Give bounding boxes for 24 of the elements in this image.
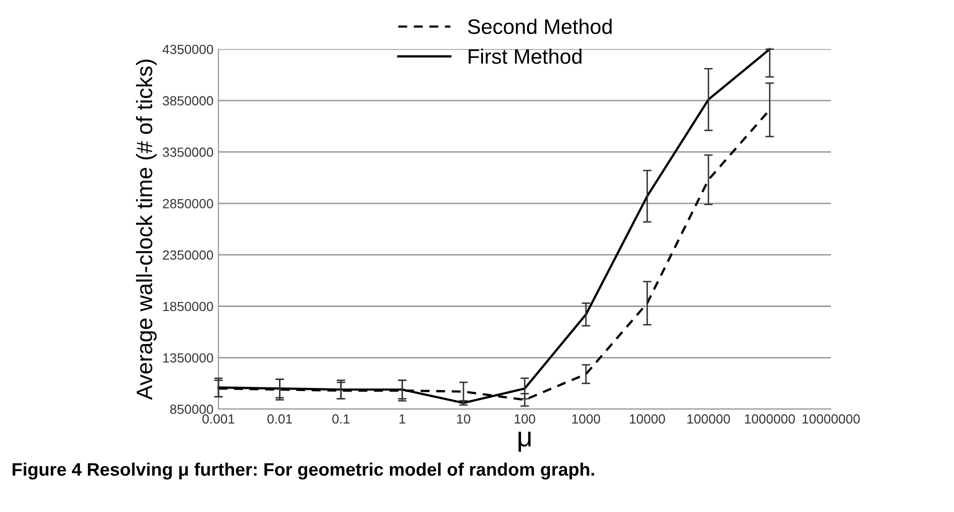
y-tick-label: 1850000	[163, 302, 214, 312]
y-tick-label: 850000	[170, 404, 214, 414]
legend-label: First Method	[468, 48, 582, 64]
x-tick-label: 10000000	[802, 414, 860, 424]
y-tick-label: 2350000	[162, 250, 214, 260]
y-tick-label: 1350000	[163, 353, 214, 363]
y-tick-label: 4350000	[162, 44, 214, 54]
x-axis-title: μ	[518, 432, 531, 452]
x-tick-label: 100000	[687, 414, 730, 424]
y-axis-title: Average wall-clock time (# of ticks)	[136, 60, 157, 400]
legend-label: Second Method	[468, 18, 612, 34]
y-tick-label: 3350000	[162, 148, 214, 157]
y-tick-label: 2850000	[162, 198, 214, 208]
x-tick-label: 10	[457, 414, 470, 424]
x-tick-label: 1000	[572, 414, 600, 424]
x-tick-label: 10000	[630, 414, 666, 424]
y-tick-label: 3850000	[162, 96, 214, 106]
caption: Figure 4 Resolving μ further: For geometric model of random graph.	[12, 462, 594, 480]
x-tick-label: 0.001	[202, 414, 234, 424]
x-tick-label: 100	[514, 414, 536, 424]
x-tick-label: 1000000	[745, 414, 795, 424]
x-tick-label: 1	[400, 414, 406, 424]
x-tick-label: 0.1	[332, 414, 350, 424]
x-tick-label: 0.01	[267, 414, 292, 424]
